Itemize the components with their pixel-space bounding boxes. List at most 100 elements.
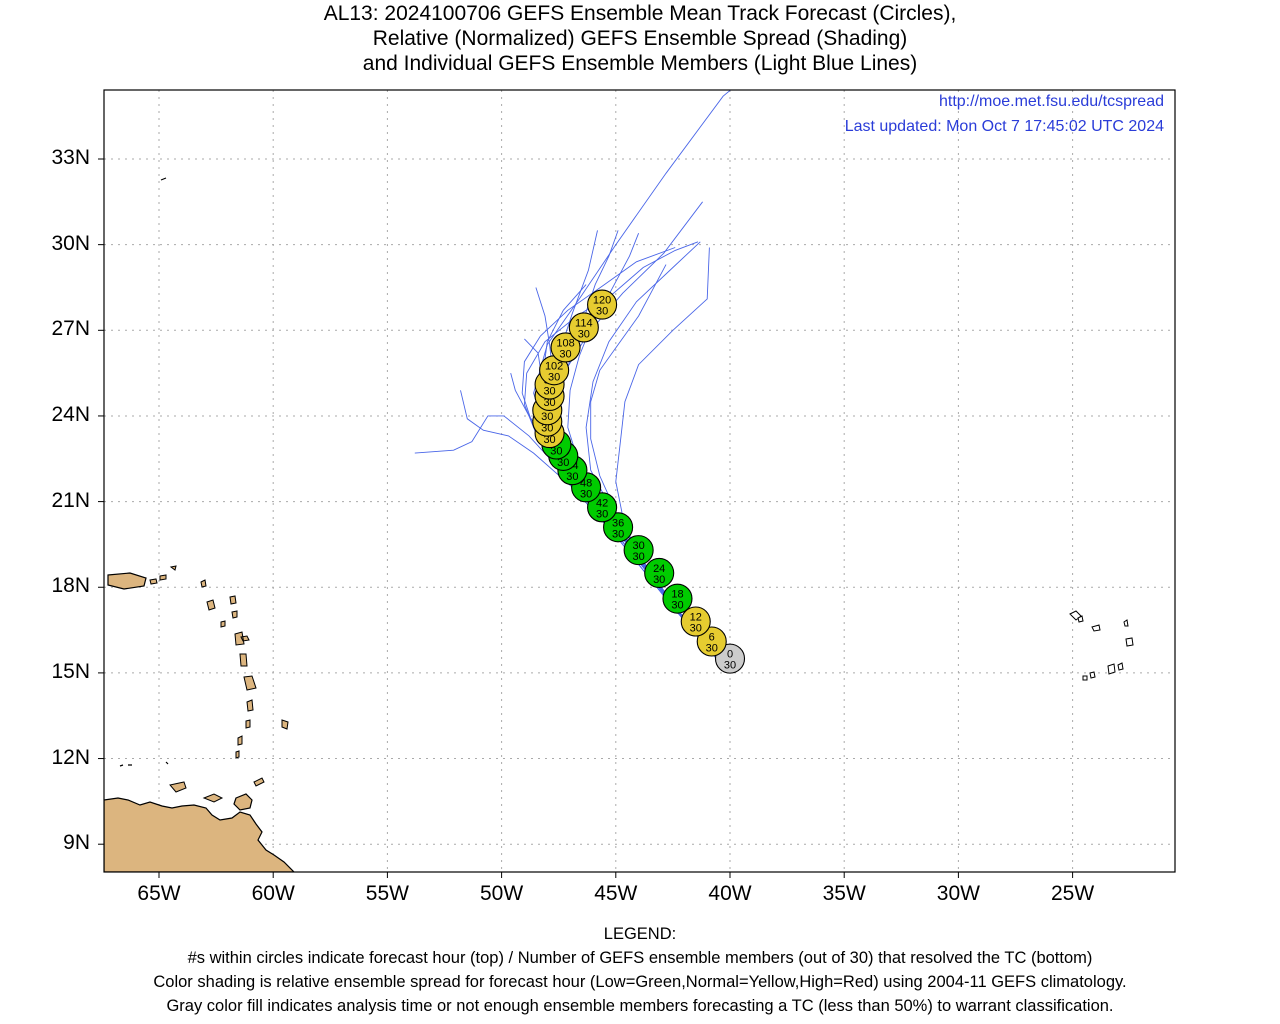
forecast-hour-label: 42 [596,497,608,509]
member-count-label: 30 [543,386,555,398]
forecast-hour-label: 18 [671,589,683,601]
member-count-label: 30 [543,434,555,446]
member-count-label: 30 [690,623,702,635]
south-america-landmass [104,797,295,872]
member-count-label: 30 [724,660,736,672]
lon-label: 35W [822,882,866,905]
forecast-hour-label: 12 [690,612,702,624]
legend-line-3: Gray color fill indicates analysis time … [166,997,1114,1015]
small-islets [119,177,169,767]
lat-label: 33N [51,146,90,169]
ensemble-member-track [590,264,717,657]
ensemble-member-track [460,390,717,657]
map-title-line-3: and Individual GEFS Ensemble Members (Li… [362,52,918,75]
lon-label: 40W [708,882,752,905]
lat-label: 9N [63,831,90,855]
lat-lon-grid [98,90,1175,878]
lon-label: 25W [1051,882,1095,905]
lon-label: 55W [365,882,409,905]
plot-frame [103,89,1176,873]
member-count-label: 30 [580,488,592,500]
member-count-label: 30 [541,411,553,423]
forecast-circle [587,289,618,320]
forecast-circle [587,492,618,523]
forecast-circle [603,512,634,543]
margarita-island [202,793,224,803]
lat-label: 24N [51,402,90,426]
forecast-circle [623,535,654,566]
last-updated-text: Last updated: Mon Oct 7 17:45:02 UTC 202… [844,118,1164,135]
lat-label: 21N [51,488,90,512]
lat-label: 18N [51,574,90,598]
map-title-line-1: AL13: 2024100706 GEFS Ensemble Mean Trac… [323,2,957,25]
lon-label: 60W [251,882,295,905]
member-count-label: 30 [566,471,578,483]
legend-line-2: Color shading is relative ensemble sprea… [153,973,1127,991]
mean-track-circles: 0306301230183024303030363042304830543060… [532,289,746,674]
member-count-label: 30 [596,508,608,520]
member-count-label: 30 [550,446,562,458]
forecast-hour-label: 102 [545,360,563,372]
forecast-hour-label: 0 [727,649,733,661]
forecast-hour-label: 120 [593,295,611,307]
legend-line-1: #s within circles indicate forecast hour… [187,949,1093,967]
forecast-circle [550,332,581,363]
lat-label: 27N [51,317,90,341]
forecast-hour-label: 6 [709,631,715,643]
member-tracks [414,90,732,659]
member-count-label: 30 [653,574,665,586]
ensemble-member-track [549,230,717,657]
forecast-circle [644,557,675,589]
landmasses [104,177,1134,872]
member-count-label: 30 [559,348,571,360]
puerto-rico-island [107,572,147,590]
lat-label: 15N [51,659,90,683]
member-count-label: 30 [543,397,555,409]
ensemble-member-track [555,230,717,657]
forecast-hour-label: 108 [556,337,574,349]
lon-label: 50W [480,882,524,905]
forecast-circle [662,583,693,614]
forecast-hour-label: 24 [653,563,665,575]
tobago-island [253,777,265,787]
trinidad-island [233,793,253,811]
credit-url-link[interactable]: http://moe.met.fsu.edu/tcspread [938,93,1164,110]
member-count-label: 30 [548,371,560,383]
lesser-antilles-islands [200,579,289,759]
map-title-line-2: Relative (Normalized) GEFS Ensemble Spre… [372,27,908,50]
member-count-label: 30 [706,642,718,654]
member-count-label: 30 [596,306,608,318]
member-count-label: 30 [612,528,624,540]
lat-label: 12N [51,745,90,769]
lon-label: 30W [936,882,980,905]
forecast-hour-label: 36 [612,517,624,529]
member-count-label: 30 [633,551,645,563]
virgin-islands [149,565,177,585]
lon-label: 45W [594,882,638,905]
forecast-point: 630 [696,626,727,657]
forecast-circle [696,626,727,657]
legend-heading: LEGEND: [603,925,677,943]
lon-label: 65W [137,882,181,905]
member-count-label: 30 [541,423,553,435]
forecast-circle [568,312,599,343]
member-count-label: 30 [671,600,683,612]
forecast-hour-label: 114 [575,317,593,329]
forecast-circle [680,606,711,637]
cape-verde-islands [1069,610,1134,681]
member-count-label: 30 [557,457,569,469]
member-count-label: 30 [578,328,590,340]
lat-label: 30N [51,231,90,255]
forecast-hour-label: 30 [633,540,645,552]
curacao-island [169,781,187,793]
